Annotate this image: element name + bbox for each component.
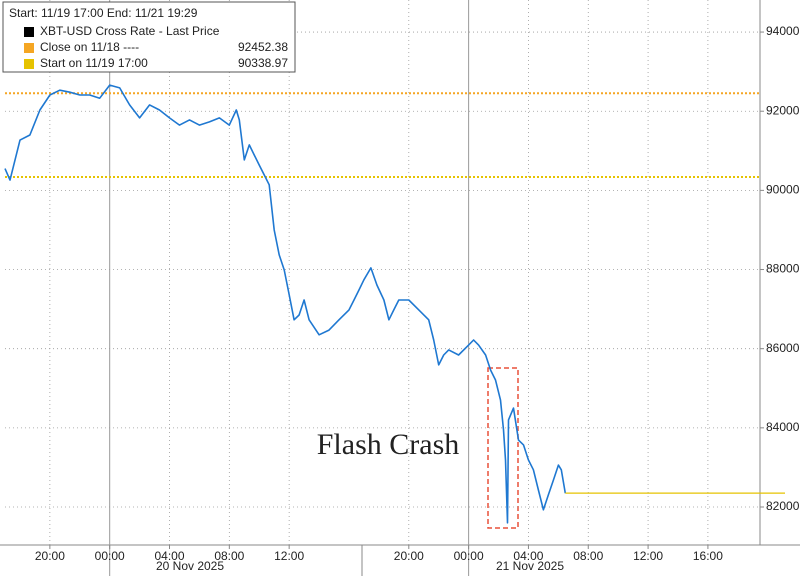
x-tick-label: 16:00	[693, 549, 723, 563]
legend-value: 92452.38	[238, 40, 288, 54]
annotation: Flash Crash	[317, 428, 460, 461]
y-tick-label: 90000	[766, 183, 800, 197]
legend-swatch	[24, 27, 34, 37]
legend-swatch	[24, 43, 34, 53]
x-tick-label: 04:00	[513, 549, 543, 563]
y-tick-label: 82000	[766, 499, 800, 513]
legend-box	[2, 1, 296, 73]
x-tick-label: 12:00	[633, 549, 663, 563]
x-tick-label: 08:00	[573, 549, 603, 563]
y-tick-label: 84000	[766, 420, 800, 434]
crash-box	[487, 367, 519, 529]
date-label: 21 Nov 2025	[496, 559, 564, 573]
x-tick-label: 12:00	[274, 549, 304, 563]
price-line	[4, 84, 567, 524]
x-tick-label: 20:00	[35, 549, 65, 563]
x-tick-label: 04:00	[154, 549, 184, 563]
y-tick-label: 88000	[766, 262, 800, 276]
y-tick-label: 92000	[766, 103, 800, 117]
legend-label: Start on 11/19 17:00	[40, 56, 148, 70]
legend-value: 90338.97	[238, 56, 288, 70]
x-tick-label: 00:00	[95, 549, 125, 563]
x-tick-label: 08:00	[214, 549, 244, 563]
legend-header: Start: 11/19 17:00 End: 11/21 19:29	[9, 6, 198, 20]
legend-label: XBT-USD Cross Rate - Last Price	[40, 24, 220, 38]
y-tick-label: 86000	[766, 341, 800, 355]
legend-label: Close on 11/18 ----	[40, 40, 139, 54]
legend-swatch	[24, 59, 34, 69]
x-tick-label: 00:00	[454, 549, 484, 563]
x-tick-label: 20:00	[394, 549, 424, 563]
y-tick-label: 94000	[766, 24, 800, 38]
date-label: 20 Nov 2025	[156, 559, 224, 573]
